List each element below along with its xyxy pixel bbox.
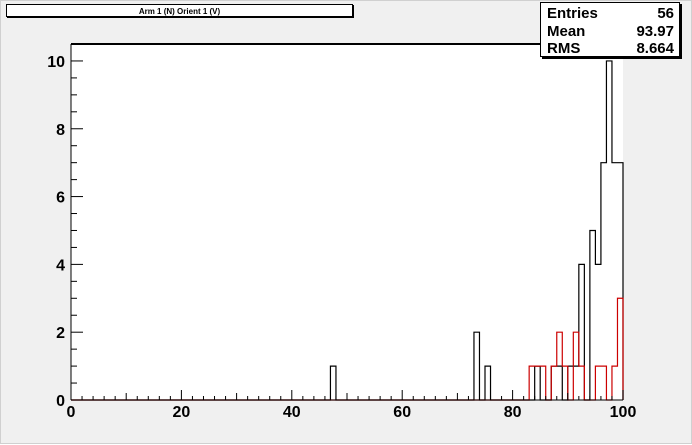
x-tick-label: 0 bbox=[67, 404, 76, 421]
x-tick-label: 80 bbox=[504, 404, 522, 421]
y-tick-label: 6 bbox=[56, 190, 65, 207]
y-tick-label: 4 bbox=[56, 257, 65, 274]
stats-row-entries: Entries 56 bbox=[547, 5, 674, 23]
x-tick-label: 60 bbox=[393, 404, 411, 421]
stats-box: Entries 56 Mean 93.97 RMS 8.664 bbox=[540, 2, 680, 57]
y-tick-label: 10 bbox=[47, 54, 65, 71]
x-tick-label: 40 bbox=[283, 404, 301, 421]
stats-entries-value: 56 bbox=[657, 5, 674, 22]
stats-entries-label: Entries bbox=[547, 5, 598, 22]
y-tick-label: 8 bbox=[56, 122, 65, 139]
stats-rms-label: RMS bbox=[547, 40, 581, 57]
stats-mean-value: 93.97 bbox=[636, 22, 674, 40]
stats-mean-label: Mean bbox=[547, 22, 586, 40]
stats-rms-value: 8.664 bbox=[636, 40, 674, 57]
stats-row-rms: RMS 8.664 bbox=[547, 40, 674, 58]
plot-area bbox=[71, 44, 623, 400]
x-tick-label: 20 bbox=[173, 404, 191, 421]
y-tick-label: 0 bbox=[56, 393, 65, 410]
stats-row-mean: Mean 93.97 bbox=[547, 23, 674, 41]
x-tick-label: 100 bbox=[610, 404, 637, 421]
y-tick-label: 2 bbox=[56, 325, 65, 342]
chart-title: Arm 1 (N) Orient 1 (V) bbox=[6, 4, 353, 17]
